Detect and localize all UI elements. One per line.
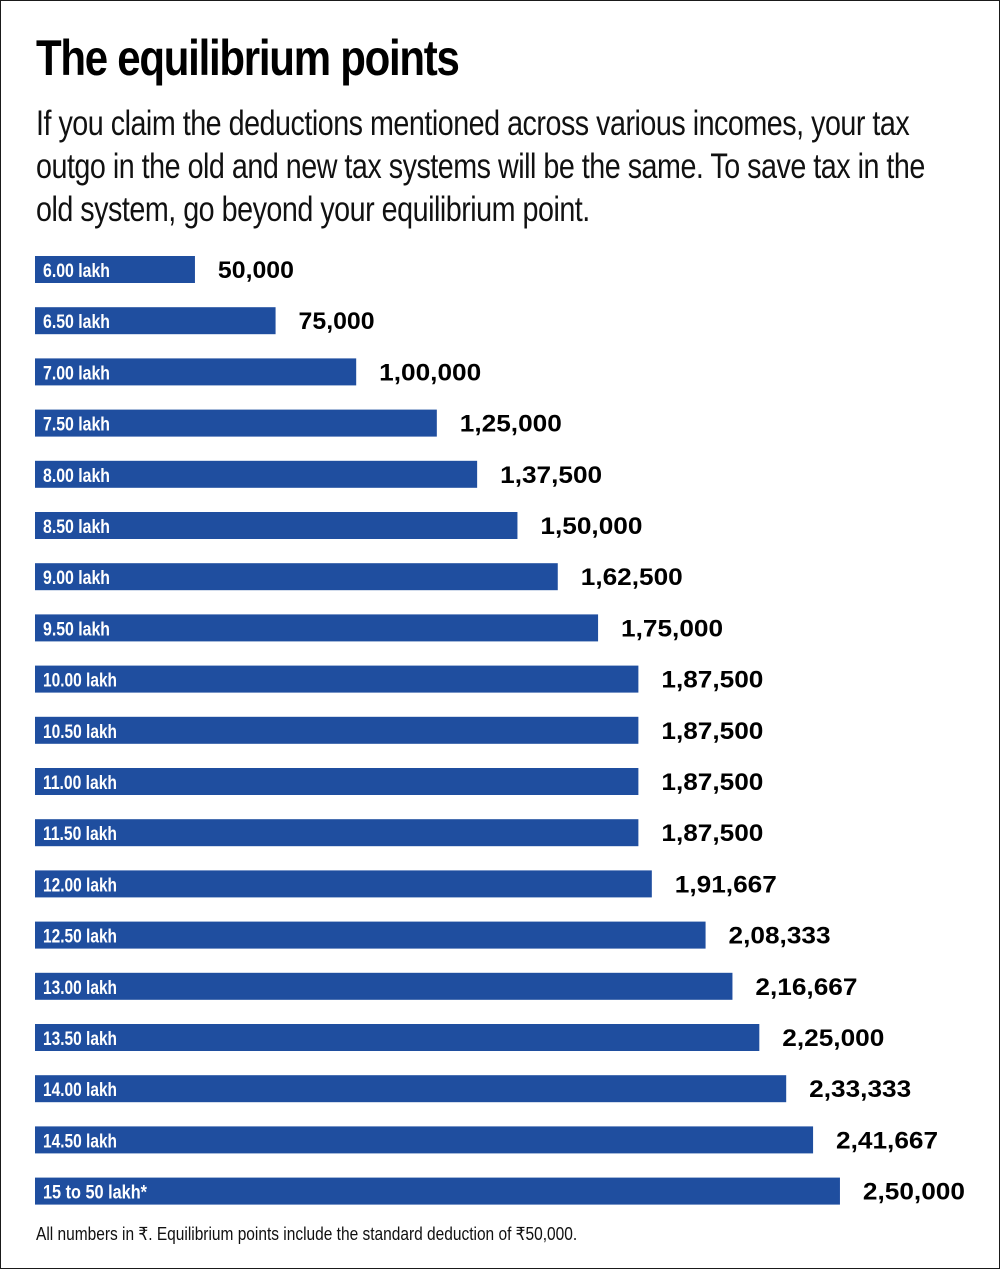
bar xyxy=(35,768,639,795)
bar-row: 11.50 lakh 1,87,500 xyxy=(35,819,763,847)
bar-row: 7.00 lakh 1,00,000 xyxy=(35,358,481,386)
bar xyxy=(35,409,437,437)
category-label: 7.00 lakh xyxy=(43,363,110,384)
value-label: 2,16,667 xyxy=(755,974,857,1001)
value-label: 1,87,500 xyxy=(661,718,763,745)
chart-footnote: All numbers in ₹. Equilibrium points inc… xyxy=(36,1224,578,1244)
category-label: 12.50 lakh xyxy=(43,927,117,948)
bar-row: 15 to 50 lakh* 2,50,000 xyxy=(35,1177,965,1206)
bar xyxy=(35,256,195,283)
bar-row: 6.50 lakh 75,000 xyxy=(35,307,375,335)
category-label: 7.50 lakh xyxy=(43,415,110,436)
category-label: 10.00 lakh xyxy=(43,671,117,692)
category-label: 12.00 lakh xyxy=(43,875,117,896)
bar xyxy=(35,716,639,744)
bar xyxy=(35,1024,760,1051)
bar-row: 7.50 lakh 1,25,000 xyxy=(35,409,562,438)
value-label: 2,41,667 xyxy=(836,1127,938,1154)
value-label: 1,91,667 xyxy=(675,871,777,898)
category-label: 14.50 lakh xyxy=(43,1131,117,1152)
category-label: 11.00 lakh xyxy=(43,773,117,794)
bar-row: 9.50 lakh 1,75,000 xyxy=(35,614,723,642)
bar-row: 12.00 lakh 1,91,667 xyxy=(35,870,777,898)
value-label: 1,87,500 xyxy=(661,667,763,694)
bar-row: 6.00 lakh 50,000 xyxy=(35,256,294,284)
category-label: 15 to 50 lakh* xyxy=(43,1183,148,1204)
category-label: 9.50 lakh xyxy=(43,619,110,640)
value-label: 1,25,000 xyxy=(460,411,562,438)
bar xyxy=(35,1126,814,1154)
value-label: 1,37,500 xyxy=(500,462,602,489)
value-label: 2,25,000 xyxy=(782,1025,884,1052)
bar-row: 8.00 lakh 1,37,500 xyxy=(35,460,602,489)
value-label: 1,50,000 xyxy=(540,513,642,540)
value-label: 2,33,333 xyxy=(809,1076,911,1103)
bar xyxy=(35,563,558,591)
bar-row: 10.00 lakh 1,87,500 xyxy=(35,665,763,694)
category-label: 10.50 lakh xyxy=(43,722,117,743)
value-label: 1,00,000 xyxy=(379,359,481,386)
bar-row: 14.00 lakh 2,33,333 xyxy=(35,1075,911,1103)
bar-row: 10.50 lakh 1,87,500 xyxy=(35,716,763,745)
value-label: 1,75,000 xyxy=(621,615,723,642)
category-label: 8.00 lakh xyxy=(43,466,110,487)
value-label: 1,62,500 xyxy=(581,564,683,591)
bar-row: 9.00 lakh 1,62,500 xyxy=(35,563,683,591)
category-label: 13.50 lakh xyxy=(43,1029,117,1050)
chart-title: The equilibrium points xyxy=(36,30,460,86)
value-label: 2,08,333 xyxy=(729,923,831,950)
bar xyxy=(35,1075,787,1103)
bar-row: 12.50 lakh 2,08,333 xyxy=(35,921,831,950)
bar xyxy=(35,614,599,642)
bar xyxy=(35,921,706,949)
value-label: 50,000 xyxy=(218,257,294,284)
category-label: 6.00 lakh xyxy=(43,261,110,282)
chart-subtitle: If you claim the deductions mentioned ac… xyxy=(36,104,925,229)
category-label: 8.50 lakh xyxy=(43,517,110,538)
value-label: 75,000 xyxy=(299,308,375,335)
bar-row: 8.50 lakh 1,50,000 xyxy=(35,512,642,540)
bar xyxy=(35,870,652,898)
bar-row: 13.50 lakh 2,25,000 xyxy=(35,1024,884,1052)
bar xyxy=(35,358,357,386)
category-label: 13.00 lakh xyxy=(43,978,117,999)
bar-row: 14.50 lakh 2,41,667 xyxy=(35,1126,938,1154)
category-label: 11.50 lakh xyxy=(43,824,117,845)
bar-row: 11.00 lakh 1,87,500 xyxy=(35,768,763,796)
bar xyxy=(35,307,276,335)
category-label: 14.00 lakh xyxy=(43,1080,117,1101)
bar xyxy=(35,665,639,693)
category-label: 9.00 lakh xyxy=(43,568,110,589)
value-label: 1,87,500 xyxy=(661,820,763,847)
value-label: 2,50,000 xyxy=(863,1179,965,1206)
bar xyxy=(35,972,733,1000)
category-label: 6.50 lakh xyxy=(43,312,110,333)
value-label: 1,87,500 xyxy=(661,769,763,796)
bar xyxy=(35,460,478,488)
bar-row: 13.00 lakh 2,16,667 xyxy=(35,972,857,1001)
bar xyxy=(35,512,518,539)
bar xyxy=(35,819,639,847)
bar xyxy=(35,1177,840,1205)
